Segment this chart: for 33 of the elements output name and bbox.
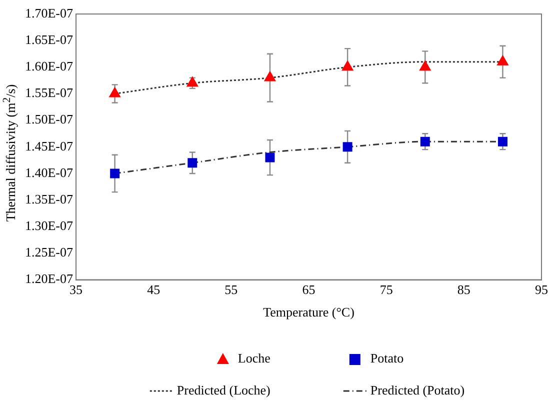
y-tick-label: 1.70E-07 [24,5,74,20]
point [186,76,198,87]
y-tick-label: 1.40E-07 [24,164,74,180]
y-tick-label: 1.50E-07 [24,112,74,127]
legend-label: Predicted (Potato) [370,382,465,398]
x-tick-label: 65 [302,282,316,298]
point [497,55,508,66]
point [420,136,430,146]
point [498,136,508,146]
point [264,71,276,82]
point [342,142,352,152]
point [110,168,120,178]
y-tick-label: 1.35E-07 [24,191,74,206]
x-tick-label: 55 [224,282,238,298]
point [342,60,354,71]
y-tick-label: 1.65E-07 [24,32,74,47]
point [265,152,275,162]
x-tick-label: 45 [147,282,160,298]
x-tick-label: 95 [535,282,548,298]
y-tick-label: 1.55E-07 [24,85,74,100]
point [188,158,198,168]
legend-label: Predicted (Loche) [176,382,270,398]
y-tick-label: 1.60E-07 [24,58,74,74]
y-tick-label: 1.45E-07 [24,138,74,154]
y-tick-label: 1.30E-07 [24,218,74,234]
x-axis-title: Temperature (°C) [263,304,354,320]
legend-label: Loche [238,350,271,366]
legend-label: Potato [370,350,404,366]
point [419,60,431,71]
y-tick-label: 1.25E-07 [24,244,74,260]
point [109,87,121,98]
x-tick-label: 85 [457,282,470,298]
x-tick-label: 75 [380,282,393,298]
